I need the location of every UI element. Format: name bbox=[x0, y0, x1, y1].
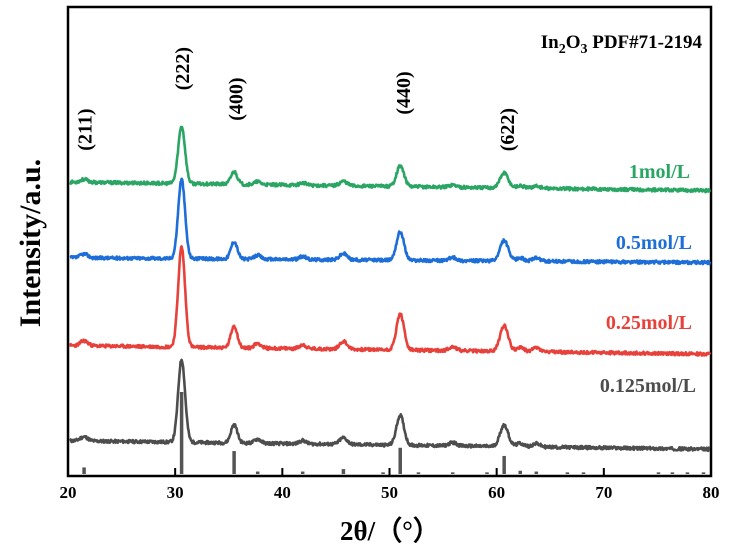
peak-annotation-(400): (400) bbox=[226, 77, 248, 120]
y-axis-title: Intensity/a.u. bbox=[14, 159, 47, 327]
series-line-0.125mol/L bbox=[69, 358, 711, 453]
series-label-0.25mol/L: 0.25mol/L bbox=[606, 312, 692, 334]
series-line-0.5mol/L bbox=[69, 177, 712, 266]
peak-annotation-(622): (622) bbox=[497, 108, 519, 151]
peak-annotation-(211): (211) bbox=[75, 108, 97, 150]
peak-annotation-(222): (222) bbox=[172, 47, 194, 90]
series-layer bbox=[68, 125, 712, 453]
x-axis-title: 2θ/（°） bbox=[340, 516, 440, 546]
x-tick-label-50: 50 bbox=[381, 483, 398, 502]
plot-layer: 20 30 40 50 60 70 80 bbox=[60, 5, 720, 502]
plot-frame bbox=[66, 5, 713, 478]
x-tick-label-80: 80 bbox=[703, 483, 720, 502]
series-line-0.25mol/L bbox=[68, 245, 712, 357]
series-label-0.125mol/L: 0.125mol/L bbox=[600, 375, 696, 397]
x-tick-label-60: 60 bbox=[488, 483, 505, 502]
peak-annotation-(440): (440) bbox=[393, 71, 415, 114]
series-label-1mol/L: 1mol/L bbox=[629, 161, 690, 183]
series-label-0.5mol/L: 0.5mol/L bbox=[616, 232, 692, 254]
x-tick-label-20: 20 bbox=[60, 483, 77, 502]
x-tick-label-40: 40 bbox=[274, 483, 291, 502]
series-line-1mol/L bbox=[68, 125, 712, 194]
reference-pattern bbox=[82, 392, 706, 474]
reference-title: In2O3 PDF#71-2194 bbox=[541, 32, 703, 57]
text-layer: 0.125mol/L 0.25mol/L 0.5mol/L 1mol/L (211) (2… bbox=[75, 47, 696, 397]
x-tick-label-70: 70 bbox=[595, 483, 612, 502]
x-tick-label-30: 30 bbox=[167, 483, 184, 502]
